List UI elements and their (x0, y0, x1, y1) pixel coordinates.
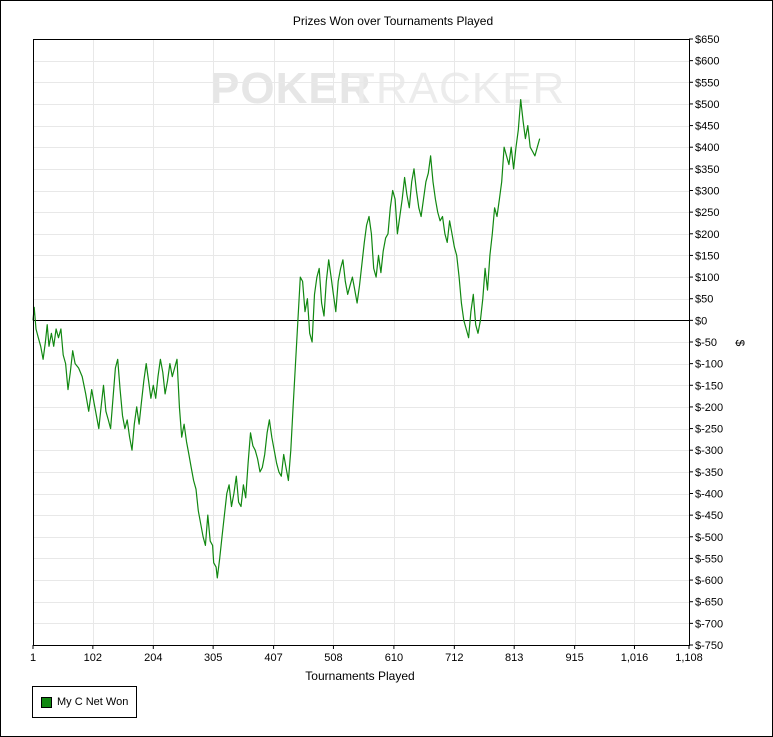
x-tick-label-7: 712 (445, 652, 463, 664)
y-tick-label-2: $550 (695, 77, 719, 89)
y-tick-label-11: $100 (695, 272, 719, 284)
y-tick-label-25: $-600 (695, 575, 723, 587)
x-tick-label-0: 1 (30, 652, 36, 664)
x-tick-label-8: 813 (505, 652, 523, 664)
y-axis-ticks: $650 $600 $550 $500 $450 $400 $350 $300 $250 $200… (689, 34, 723, 652)
y-tick-label-4: $450 (695, 121, 719, 133)
y-tick-label-27: $-700 (695, 618, 723, 630)
y-tick-label-18: $-250 (695, 424, 723, 436)
y-tick-label-23: $-500 (695, 532, 723, 544)
y-tick-label-20: $-350 (695, 467, 723, 479)
series-layer (32, 99, 541, 579)
x-axis-label: Tournaments Played (305, 669, 414, 683)
y-axis-label: $ (733, 340, 747, 347)
y-tick-label-21: $-400 (695, 489, 723, 501)
y-tick-label-10: $150 (695, 250, 719, 262)
x-tick-label-10: 1,016 (621, 652, 649, 664)
y-tick-label-24: $-550 (695, 553, 723, 565)
x-tick-label-1: 102 (84, 652, 102, 664)
y-tick-label-8: $250 (695, 207, 719, 219)
x-tick-label-9: 915 (565, 652, 583, 664)
x-tick-label-2: 204 (144, 652, 162, 664)
x-tick-label-3: 305 (204, 652, 222, 664)
y-tick-label-3: $500 (695, 99, 719, 111)
x-tick-label-6: 610 (385, 652, 403, 664)
y-tick-label-22: $-450 (695, 510, 723, 522)
chart-title: Prizes Won over Tournaments Played (293, 14, 493, 28)
y-tick-label-6: $350 (695, 164, 719, 176)
legend-label: My C Net Won (57, 696, 129, 708)
y-tick-label-5: $400 (695, 142, 719, 154)
y-tick-label-9: $200 (695, 229, 719, 241)
x-axis-ticks: 1 102 204 305 407 508 610 712 813 915 1,016 1,108 (30, 645, 703, 664)
watermark: POKER TRACKER (210, 64, 565, 113)
y-tick-label-28: $-750 (695, 640, 723, 652)
y-tick-label-19: $-300 (695, 445, 723, 457)
x-tick-label-11: 1,108 (675, 652, 703, 664)
y-tick-label-14: $-50 (695, 337, 717, 349)
y-tick-label-12: $50 (695, 294, 713, 306)
series-line-0 (32, 99, 541, 579)
y-tick-label-7: $300 (695, 186, 719, 198)
legend: My C Net Won (32, 686, 138, 718)
y-tick-label-16: $-150 (695, 380, 723, 392)
x-tick-label-4: 407 (264, 652, 282, 664)
legend-swatch (41, 696, 52, 708)
y-tick-label-13: $0 (695, 315, 707, 327)
x-tick-label-5: 508 (324, 652, 342, 664)
grid-lines (33, 39, 690, 646)
watermark-tracker: TRACKER (348, 64, 565, 113)
y-tick-label-17: $-200 (695, 402, 723, 414)
y-tick-label-15: $-100 (695, 359, 723, 371)
y-tick-label-26: $-650 (695, 597, 723, 609)
y-tick-label-1: $600 (695, 56, 719, 68)
y-tick-label-0: $650 (695, 34, 719, 46)
